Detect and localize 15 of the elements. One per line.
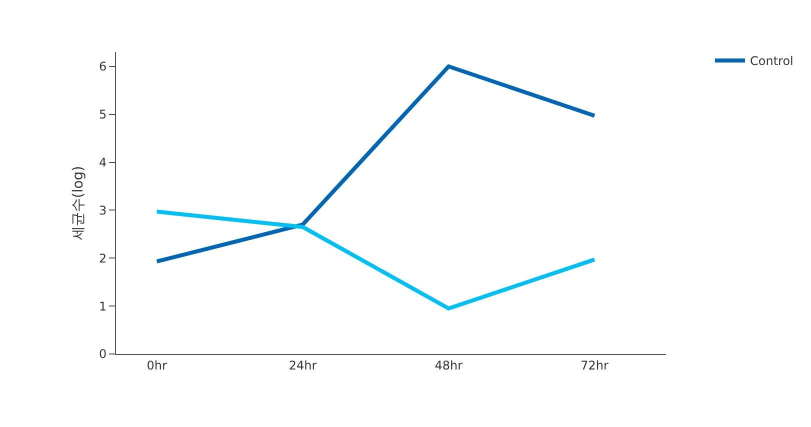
y-axis-title: 세균수(log) xyxy=(70,166,87,240)
y-tick-label: 5 xyxy=(98,108,107,122)
x-tick-label: 24hr xyxy=(288,358,317,372)
line-series xyxy=(154,210,597,310)
y-tick-label: 4 xyxy=(98,155,107,170)
x-tick-label: 48hr xyxy=(434,358,463,372)
y-tick-label: 2 xyxy=(98,251,107,266)
line-series xyxy=(154,64,597,264)
x-tick-label: 72hr xyxy=(580,358,608,372)
y-tick-label: 6 xyxy=(98,60,107,74)
y-tick-label: 3 xyxy=(98,203,107,218)
legend-label: Control xyxy=(750,54,794,68)
x-tick-label: 0hr xyxy=(146,358,167,372)
y-tick-label: 0 xyxy=(98,347,107,362)
y-tick-label: 1 xyxy=(98,299,107,314)
